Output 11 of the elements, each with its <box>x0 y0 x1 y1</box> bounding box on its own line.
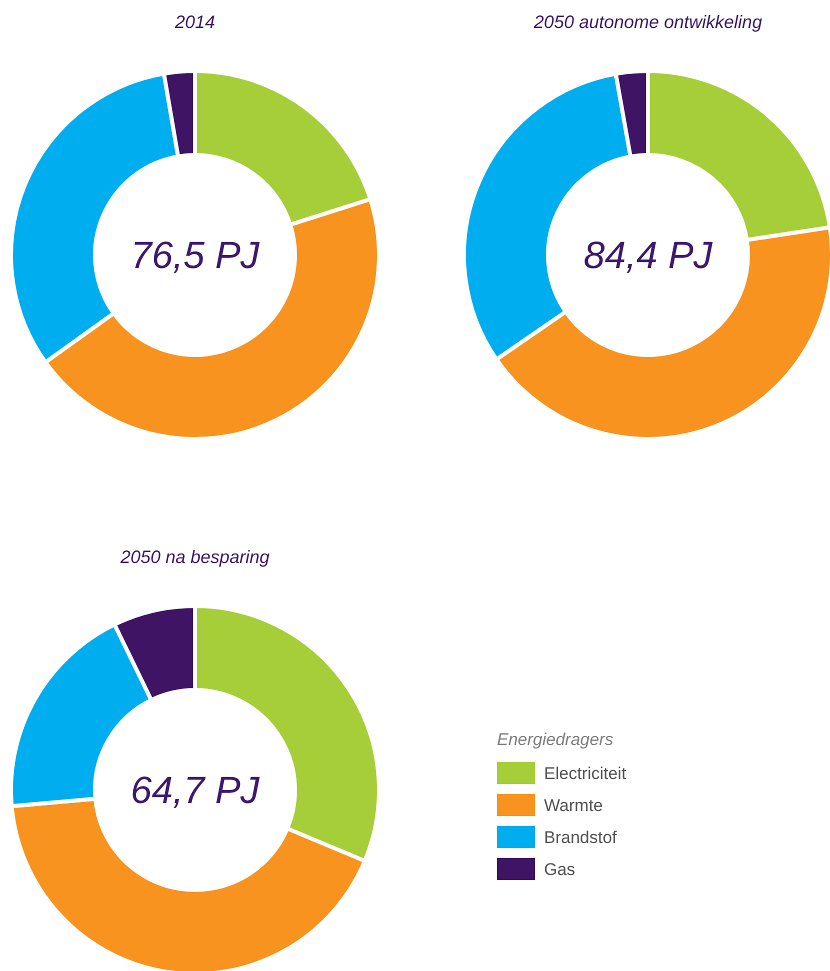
legend-label: Gas <box>544 860 576 879</box>
chart-title: 2014 <box>174 12 216 32</box>
text: 64,7 PJ <box>130 770 260 812</box>
text: 76,5 PJ <box>130 235 260 277</box>
chart-title: 2050 autonome ontwikkeling <box>532 12 762 32</box>
text: 84,4 PJ <box>584 235 714 277</box>
legend-title: Energiedragers <box>497 730 614 749</box>
legend-label: Warmte <box>544 796 603 815</box>
legend-label: Electriciteit <box>544 764 626 783</box>
chart-title: 2050 na besparing <box>119 547 270 567</box>
legend-label: Brandstof <box>544 828 618 847</box>
